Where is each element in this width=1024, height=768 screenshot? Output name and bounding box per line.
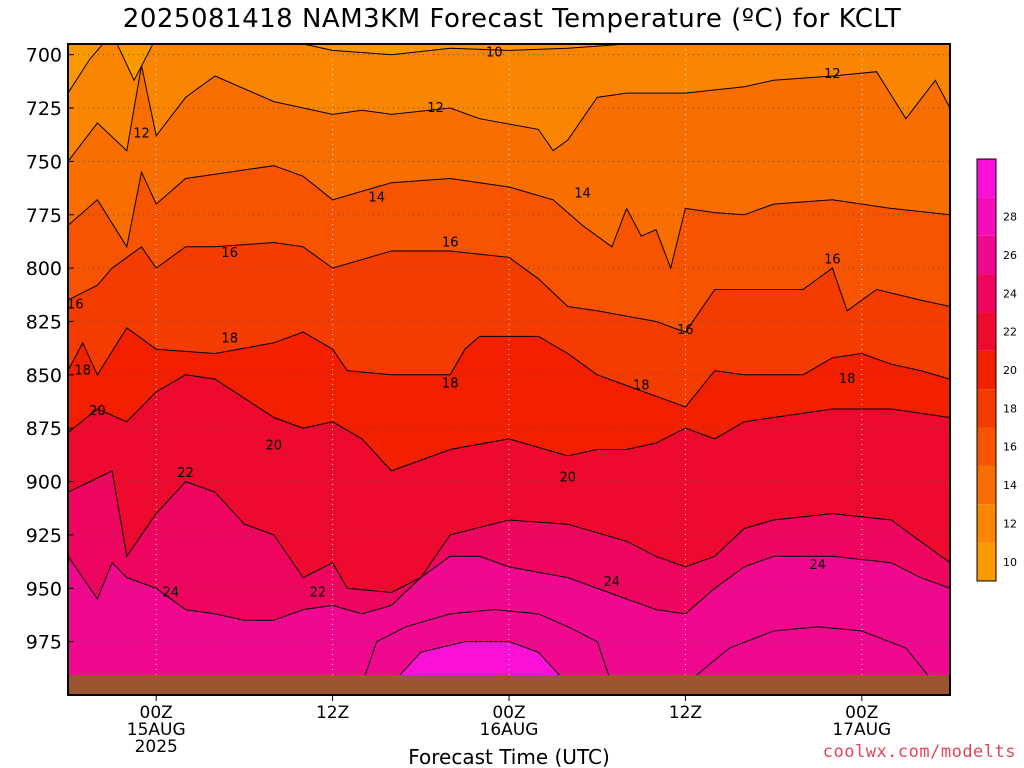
isotherm-label: 20 — [89, 404, 106, 419]
x-tick-label: 00Z — [492, 703, 525, 723]
colorbar-swatch — [977, 465, 996, 505]
isotherm-10 — [68, 44, 630, 94]
x-tick-label: 16AUG — [480, 720, 539, 740]
isotherm-label: 16 — [677, 323, 694, 338]
colorbar: 10 12 14 16 18 20 22 24 26 28 — [976, 158, 1017, 582]
y-tick-label: 925 — [26, 525, 62, 547]
colorbar-swatch — [977, 312, 996, 351]
isotherm-label: 18 — [221, 332, 238, 347]
colorbar-swatch — [977, 274, 996, 313]
isotherm-label: 14 — [574, 186, 591, 201]
colorbar-label: 26 — [1003, 249, 1017, 262]
x-tick-label: 00Z — [845, 703, 878, 723]
y-tick-label: 725 — [26, 98, 62, 120]
x-axis-label: Forecast Time (UTC) — [408, 745, 610, 768]
isotherm-16 — [68, 241, 950, 333]
isotherm-label: 16 — [824, 253, 841, 268]
y-tick-label: 775 — [26, 205, 62, 227]
x-tick-label: 00Z — [140, 703, 173, 723]
isotherm-layer — [68, 44, 950, 621]
isotherm-label: 24 — [163, 586, 180, 601]
isotherm-label: 18 — [633, 379, 650, 394]
isotherm-label: 10 — [486, 46, 503, 61]
colorbar-label: 28 — [1003, 211, 1017, 224]
isotherm-label: 12 — [427, 101, 444, 116]
y-tick-label: 950 — [26, 578, 62, 600]
chart-title: 2025081418 NAM3KM Forecast Temperature (… — [122, 4, 902, 34]
isotherm-label: 14 — [368, 191, 385, 206]
x-tick-label: 12Z — [316, 703, 349, 723]
y-tick-label: 750 — [26, 151, 62, 173]
isotherm-label: 12 — [824, 67, 841, 82]
colorbar-label: 20 — [1003, 364, 1017, 377]
isotherm-label: 16 — [67, 297, 84, 312]
isotherm-label-layer: 10 12 12 12 14 14 16 16 16 16 16 18 18 18 18 18 20 20 20 22… — [67, 46, 855, 601]
isotherm-label: 20 — [560, 470, 577, 485]
y-tick-label: 975 — [26, 632, 62, 654]
y-tick-label: 900 — [26, 472, 62, 494]
colorbar-swatch — [977, 197, 996, 236]
x-tick-label: 15AUG — [127, 720, 186, 740]
colorbar-swatch — [977, 159, 996, 198]
colorbar-label: 22 — [1003, 326, 1017, 339]
credit-text: coolwx.com/modelts — [822, 742, 1016, 762]
y-tick-label: 825 — [26, 311, 62, 333]
colorbar-label: 14 — [1003, 479, 1017, 492]
surface-ground — [68, 675, 950, 695]
isotherm-label: 16 — [442, 236, 459, 251]
isotherm-label: 22 — [177, 466, 194, 481]
colorbar-label: 18 — [1003, 402, 1017, 415]
colorbar-swatch — [977, 427, 996, 466]
isotherm-label: 18 — [839, 372, 856, 387]
y-tick-label: 800 — [26, 258, 62, 280]
colorbar-label: 24 — [1003, 287, 1017, 300]
isotherm-label: 24 — [809, 558, 826, 573]
colorbar-swatch — [977, 235, 996, 275]
isotherm-label: 12 — [133, 127, 150, 142]
colorbar-label: 16 — [1003, 441, 1017, 454]
isotherm-18 — [68, 327, 950, 408]
colorbar-label: 12 — [1003, 517, 1017, 530]
y-tick-label: 700 — [26, 45, 62, 67]
isotherm-label: 20 — [266, 438, 283, 453]
isotherm-label: 18 — [442, 376, 459, 391]
colorbar-swatch — [977, 350, 996, 390]
x-tick-label: 2025 — [135, 737, 178, 757]
grid-layer — [68, 44, 950, 695]
colorbar-frame — [976, 158, 997, 582]
isotherm-12 — [68, 65, 950, 162]
isotherm-label: 24 — [604, 575, 621, 590]
colorbar-swatch — [977, 542, 996, 581]
isotherm-label: 22 — [310, 586, 327, 601]
x-tick-label: 12Z — [669, 703, 702, 723]
colorbar-swatch — [977, 389, 996, 428]
temperature-fill-layer — [68, 44, 950, 695]
y-tick-label: 875 — [26, 418, 62, 440]
isotherm-24 — [68, 555, 950, 621]
isotherm-label: 16 — [221, 246, 238, 261]
isotherm-14 — [68, 165, 950, 270]
colorbar-label: 10 — [1003, 556, 1017, 569]
y-axis: 700 725 750 775 800 825 850 875 900 925 950 975 — [26, 45, 74, 654]
isotherm-20 — [68, 374, 950, 472]
colorbar-swatch — [977, 504, 996, 543]
y-tick-label: 850 — [26, 365, 62, 387]
isotherm-label: 18 — [74, 364, 91, 379]
x-tick-label: 17AUG — [832, 720, 891, 740]
